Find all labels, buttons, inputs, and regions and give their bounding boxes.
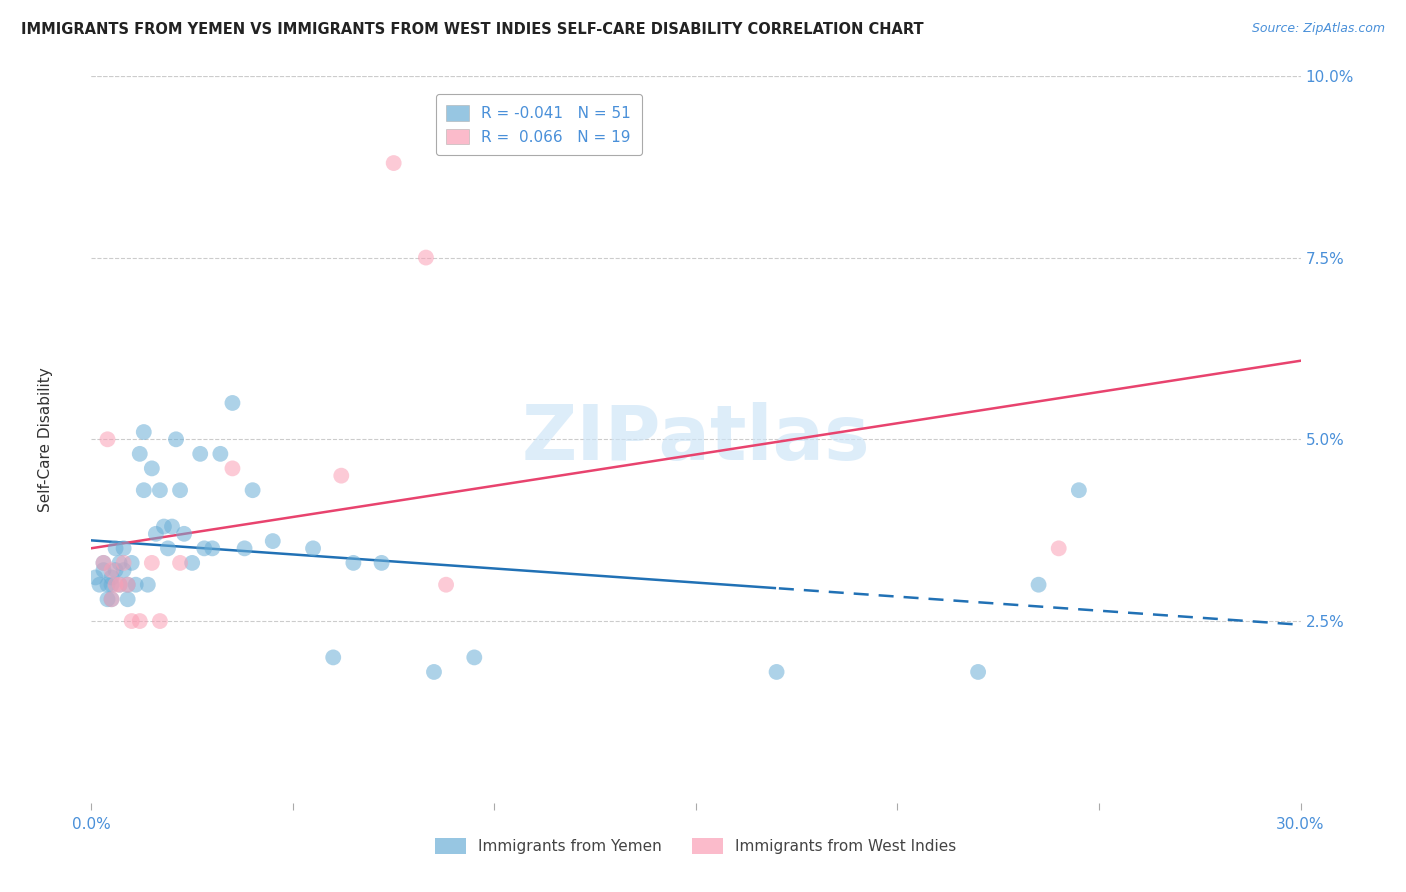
Point	[132, 483, 155, 498]
Point	[233, 541, 256, 556]
Point	[112, 556, 135, 570]
Point	[1047, 541, 1070, 556]
Point	[100, 578, 122, 592]
Legend: Immigrants from Yemen, Immigrants from West Indies: Immigrants from Yemen, Immigrants from W…	[429, 832, 963, 861]
Point	[209, 447, 232, 461]
Point	[193, 541, 215, 556]
Point	[322, 650, 344, 665]
Point	[108, 578, 131, 592]
Point	[153, 519, 176, 533]
Point	[104, 578, 127, 592]
Text: Self-Care Disability: Self-Care Disability	[38, 367, 52, 512]
Text: IMMIGRANTS FROM YEMEN VS IMMIGRANTS FROM WEST INDIES SELF-CARE DISABILITY CORREL: IMMIGRANTS FROM YEMEN VS IMMIGRANTS FROM…	[21, 22, 924, 37]
Point	[104, 563, 127, 577]
Point	[141, 556, 163, 570]
Point	[165, 432, 187, 446]
Point	[136, 578, 159, 592]
Point	[141, 461, 163, 475]
Point	[201, 541, 224, 556]
Point	[93, 556, 115, 570]
Point	[169, 556, 191, 570]
Point	[108, 578, 131, 592]
Point	[128, 447, 150, 461]
Point	[262, 534, 284, 549]
Point	[221, 396, 243, 410]
Point	[84, 570, 107, 584]
Point	[188, 447, 211, 461]
Text: ZIPatlas: ZIPatlas	[522, 402, 870, 476]
Point	[149, 614, 172, 628]
Point	[149, 483, 172, 498]
Point	[1067, 483, 1090, 498]
Point	[100, 570, 122, 584]
Point	[765, 665, 787, 679]
Point	[104, 541, 127, 556]
Point	[1028, 578, 1050, 592]
Point	[128, 614, 150, 628]
Point	[415, 251, 437, 265]
Point	[117, 578, 139, 592]
Point	[121, 556, 143, 570]
Point	[173, 526, 195, 541]
Point	[108, 556, 131, 570]
Point	[169, 483, 191, 498]
Point	[100, 563, 122, 577]
Point	[89, 578, 111, 592]
Point	[100, 592, 122, 607]
Point	[96, 578, 118, 592]
Point	[93, 556, 115, 570]
Point	[370, 556, 392, 570]
Point	[100, 592, 122, 607]
Point	[423, 665, 446, 679]
Point	[132, 425, 155, 439]
Point	[967, 665, 990, 679]
Point	[302, 541, 325, 556]
Text: Source: ZipAtlas.com: Source: ZipAtlas.com	[1251, 22, 1385, 36]
Point	[242, 483, 264, 498]
Point	[117, 578, 139, 592]
Point	[156, 541, 179, 556]
Point	[96, 432, 118, 446]
Point	[112, 563, 135, 577]
Point	[121, 614, 143, 628]
Point	[125, 578, 148, 592]
Point	[181, 556, 204, 570]
Point	[330, 468, 353, 483]
Point	[463, 650, 485, 665]
Point	[96, 592, 118, 607]
Point	[112, 541, 135, 556]
Point	[160, 519, 183, 533]
Point	[342, 556, 364, 570]
Point	[145, 526, 167, 541]
Point	[382, 156, 405, 170]
Point	[117, 592, 139, 607]
Point	[221, 461, 243, 475]
Point	[434, 578, 457, 592]
Point	[93, 563, 115, 577]
